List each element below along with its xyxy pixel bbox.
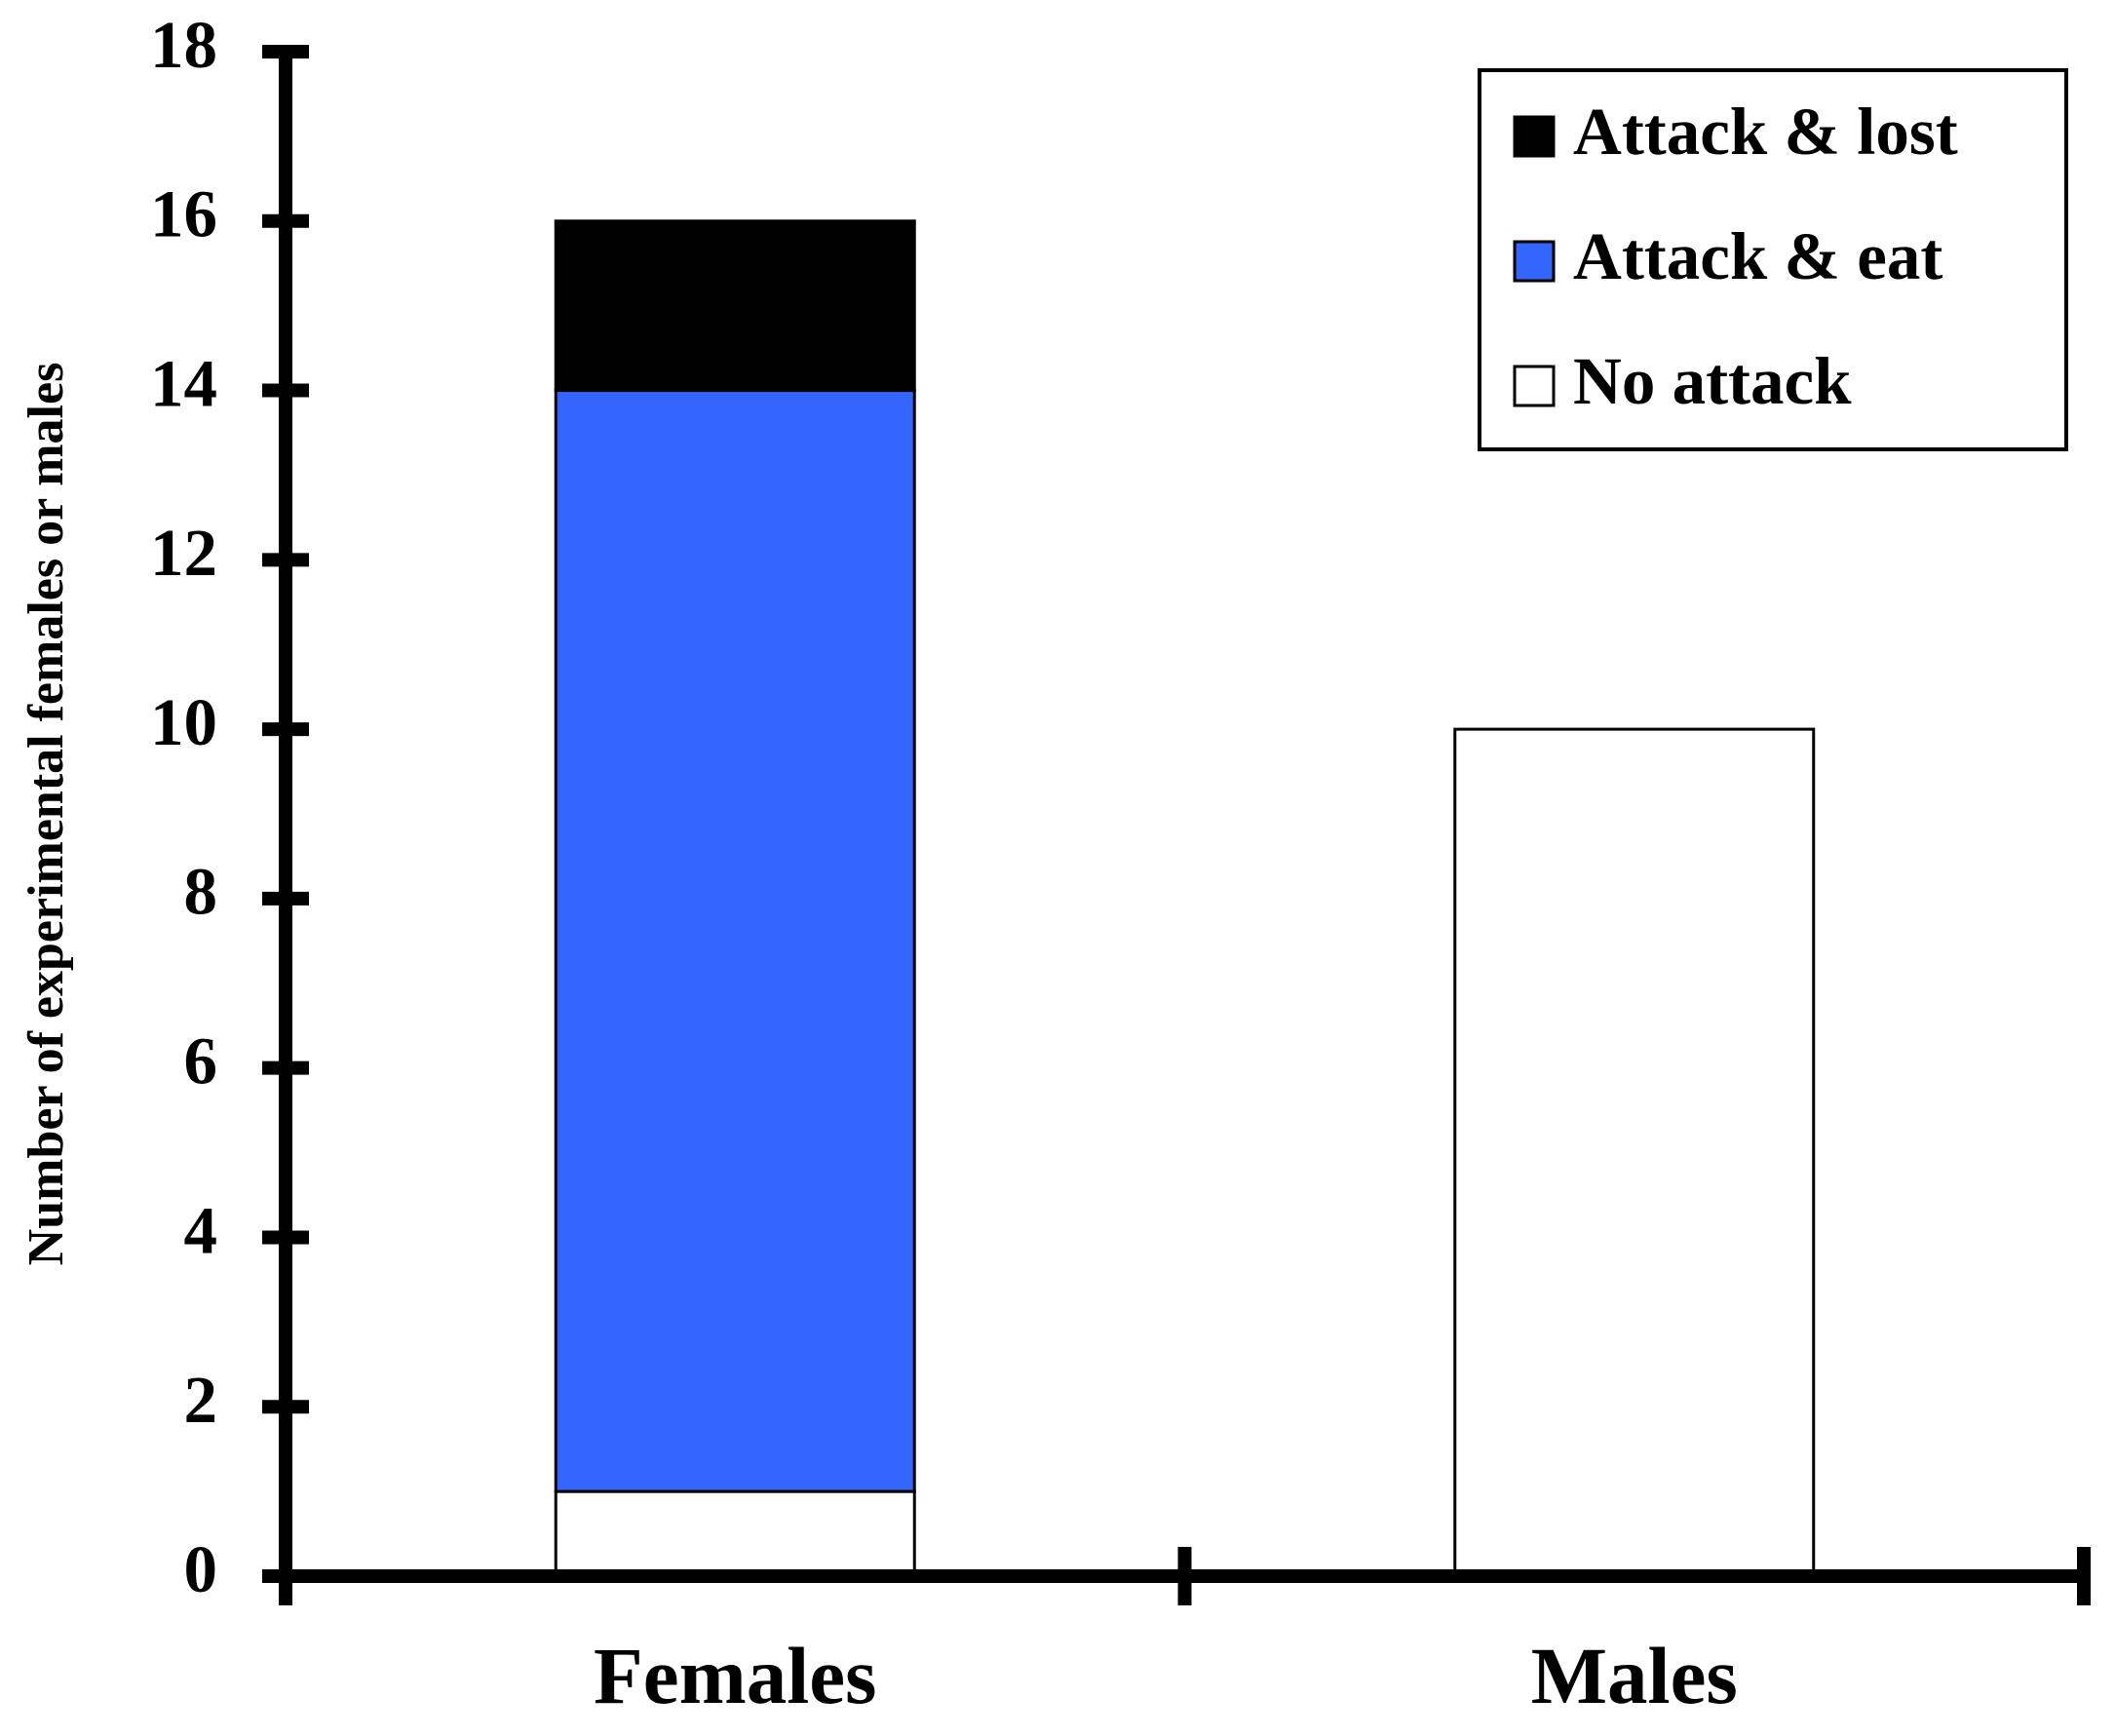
bar-segment (554, 1489, 916, 1578)
y-tick-label: 10 (150, 685, 217, 759)
legend-label: Attack & eat (1573, 219, 1942, 293)
y-tick-label: 16 (150, 177, 217, 251)
y-tick-label: 6 (184, 1023, 218, 1098)
y-tick-label: 4 (184, 1193, 218, 1267)
bar-segment (1453, 727, 1816, 1578)
bar-segment (554, 219, 916, 393)
legend-swatch (1513, 115, 1556, 158)
legend-swatch (1513, 240, 1556, 283)
y-tick-label: 18 (150, 8, 217, 82)
y-tick-label: 8 (184, 855, 218, 929)
legend-label: No attack (1573, 344, 1852, 418)
legend-swatch (1513, 365, 1556, 407)
y-tick-label: 0 (184, 1532, 218, 1606)
y-tick-label: 2 (184, 1363, 218, 1437)
x-tick-label: Females (594, 1631, 876, 1720)
x-tick-label: Males (1531, 1631, 1738, 1720)
legend-box (1478, 68, 2068, 451)
y-tick-label: 14 (150, 346, 217, 420)
legend-label: Attack & lost (1573, 95, 1958, 169)
bar-segment (554, 389, 916, 1493)
y-axis-label: Number of experimental females or males (19, 363, 74, 1266)
y-tick-label: 12 (150, 516, 217, 590)
